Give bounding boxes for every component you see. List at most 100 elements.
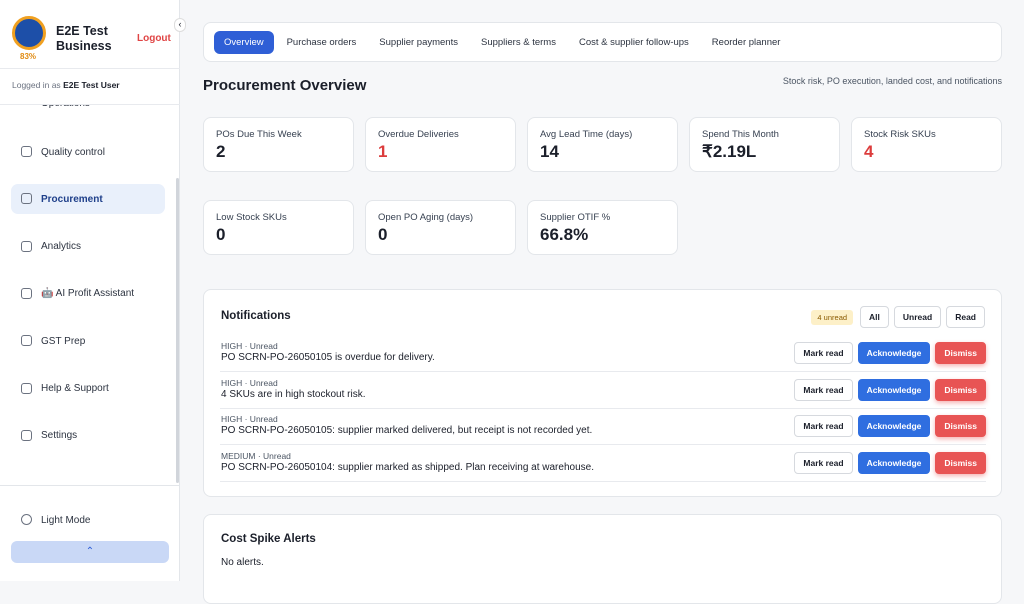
notification-message: 4 SKUs are in high stockout risk. (221, 388, 366, 400)
action-button[interactable]: Dismiss (935, 415, 986, 438)
action-button[interactable]: Acknowledge (857, 378, 931, 401)
notification-message: PO SCRN-PO-26050105: supplier marked del… (221, 425, 593, 437)
kpi-card: Stock Risk SKUs 4 (851, 117, 1002, 172)
kpi-label: Overdue Deliveries (378, 129, 459, 140)
kpi-card: Low Stock SKUs 0 (203, 200, 354, 255)
notification-row: MEDIUM · Unread PO SCRN-PO-26050104: supp… (220, 445, 986, 483)
page-subtitle: Stock risk, PO execution, landed cost, a… (782, 76, 1002, 86)
sidebar: 83% E2E Test Business Logout ‹ Logged in… (0, 0, 186, 581)
action-button[interactable]: Acknowledge (857, 452, 931, 475)
kpi-label: Open PO Aging (days) (378, 212, 474, 223)
nav-label: Help & Support (41, 383, 109, 394)
action-button[interactable]: Mark read (794, 342, 853, 364)
icon (21, 146, 32, 157)
icon (21, 382, 32, 394)
actions: Mark read Acknowledge Dismiss (789, 378, 986, 401)
notification-row: HIGH · Unread 4 SKUs are in high stockout… (220, 372, 986, 409)
kpi-value: 66.8% (540, 225, 589, 244)
notifications-card: Notifications 4 unread All Unread Read HIG… (203, 289, 1002, 497)
kpi-value: 0 (216, 225, 226, 244)
action-button[interactable]: Mark read (794, 378, 853, 401)
icon (21, 429, 32, 441)
filters: 4 unread All Unread Read (811, 306, 985, 328)
scroll-top[interactable]: ⌃ (11, 541, 169, 563)
kpi-label: Avg Lead Time (days) (540, 129, 633, 140)
kpi-value: 14 (540, 142, 559, 161)
nav-item[interactable]: Help & Support (11, 374, 165, 404)
notification-meta: HIGH · Unread (221, 414, 278, 425)
tab[interactable]: Purchase orders (286, 37, 357, 48)
kpi-card: Supplier OTIF % 66.8% (527, 200, 678, 255)
divider (0, 68, 180, 69)
cost-spike-card: Cost Spike Alerts No alerts. (203, 514, 1002, 604)
kpi-label: Supplier OTIF % (540, 212, 611, 223)
nav-label: Settings (41, 430, 78, 442)
kpi-card: Spend This Month ₹2.19L (689, 117, 840, 172)
logged-in-prefix: Logged in as (12, 80, 61, 90)
action-button[interactable]: Mark read (794, 452, 853, 475)
logout[interactable]: Logout (137, 33, 171, 44)
notification-message: PO SCRN-PO-26050104: supplier marked as … (221, 462, 594, 474)
action-button[interactable]: Mark read (794, 415, 853, 438)
unread-badge: 4 unread (811, 309, 854, 325)
tab[interactable]: Suppliers & terms (480, 37, 556, 48)
filter-button[interactable]: All (860, 306, 889, 328)
action-button[interactable]: Acknowledge (857, 415, 931, 438)
icon (21, 514, 32, 525)
filter-button[interactable]: Read (946, 306, 985, 328)
tab[interactable]: Reorder planner (711, 37, 781, 48)
business-name: E2E Test Business (56, 24, 112, 53)
nav-item[interactable]: Quality control (11, 137, 165, 167)
kpi-value: 1 (378, 142, 388, 161)
tab[interactable]: Cost & supplier follow-ups (578, 37, 689, 48)
action-button[interactable]: Dismiss (935, 342, 986, 364)
nav-label: Analytics (41, 241, 82, 253)
nav-item[interactable]: 🤖 AI Profit Assistant (11, 279, 165, 309)
kpi-label: POs Due This Week (216, 129, 302, 140)
light-mode[interactable]: Light Mode (11, 505, 165, 535)
user: E2E Test User (63, 80, 120, 90)
nav-item[interactable]: Settings (11, 421, 165, 451)
notification-meta: HIGH · Unread (221, 377, 278, 388)
tab[interactable]: Overview (214, 31, 274, 54)
app: 83% E2E Test Business Logout ‹ Logged in… (0, 0, 1002, 604)
kpi-value: 2 (216, 142, 226, 161)
notification-row: HIGH · Unread PO SCRN-PO-26050105: suppli… (220, 408, 986, 446)
nav-item[interactable]: GST Prep (11, 326, 165, 356)
tab[interactable]: Supplier payments (379, 37, 458, 48)
nav-item[interactable]: Analytics (11, 232, 165, 262)
icon (21, 240, 32, 252)
empty-message: No alerts. (221, 557, 264, 568)
icon (21, 287, 32, 299)
notification-meta: HIGH · Unread (221, 341, 278, 351)
notification-message: PO SCRN-PO-26050105 is overdue for deliv… (221, 352, 435, 363)
progress: 83% (20, 52, 37, 61)
scrollbar (176, 178, 179, 483)
collapse[interactable]: ‹ (174, 18, 186, 32)
kpi-card: Avg Lead Time (days) 14 (527, 117, 678, 172)
tab-bar: Overview Purchase orders Supplier payments… (203, 22, 1002, 62)
kpi-value: ₹2.19L (702, 142, 757, 161)
kpi-card: POs Due This Week 2 (203, 117, 354, 172)
nav-clip: Operations (0, 105, 175, 115)
logged-in: Logged in as E2E Test User (12, 80, 120, 90)
page-title: Procurement Overview (203, 77, 367, 94)
nav-item[interactable]: Operations (11, 105, 165, 115)
nav-label: 🤖 AI Profit Assistant (41, 288, 135, 300)
kpi-label: Spend This Month (702, 129, 779, 140)
divider (0, 485, 180, 486)
action-button[interactable]: Dismiss (935, 452, 986, 475)
actions: Mark read Acknowledge Dismiss (789, 452, 986, 475)
nav-item[interactable]: Procurement (11, 184, 165, 215)
logo (12, 16, 46, 50)
kpi-value: 0 (378, 225, 388, 244)
divider (0, 104, 180, 105)
actions: Mark read Acknowledge Dismiss (789, 342, 986, 364)
kpi-card: Overdue Deliveries 1 (365, 117, 516, 172)
action-button[interactable]: Dismiss (935, 378, 986, 401)
filter-button[interactable]: Unread (893, 306, 942, 328)
kpi-label: Stock Risk SKUs (864, 129, 936, 140)
action-button[interactable]: Acknowledge (857, 342, 931, 364)
actions: Mark read Acknowledge Dismiss (789, 415, 986, 438)
nav-label: GST Prep (41, 335, 86, 347)
